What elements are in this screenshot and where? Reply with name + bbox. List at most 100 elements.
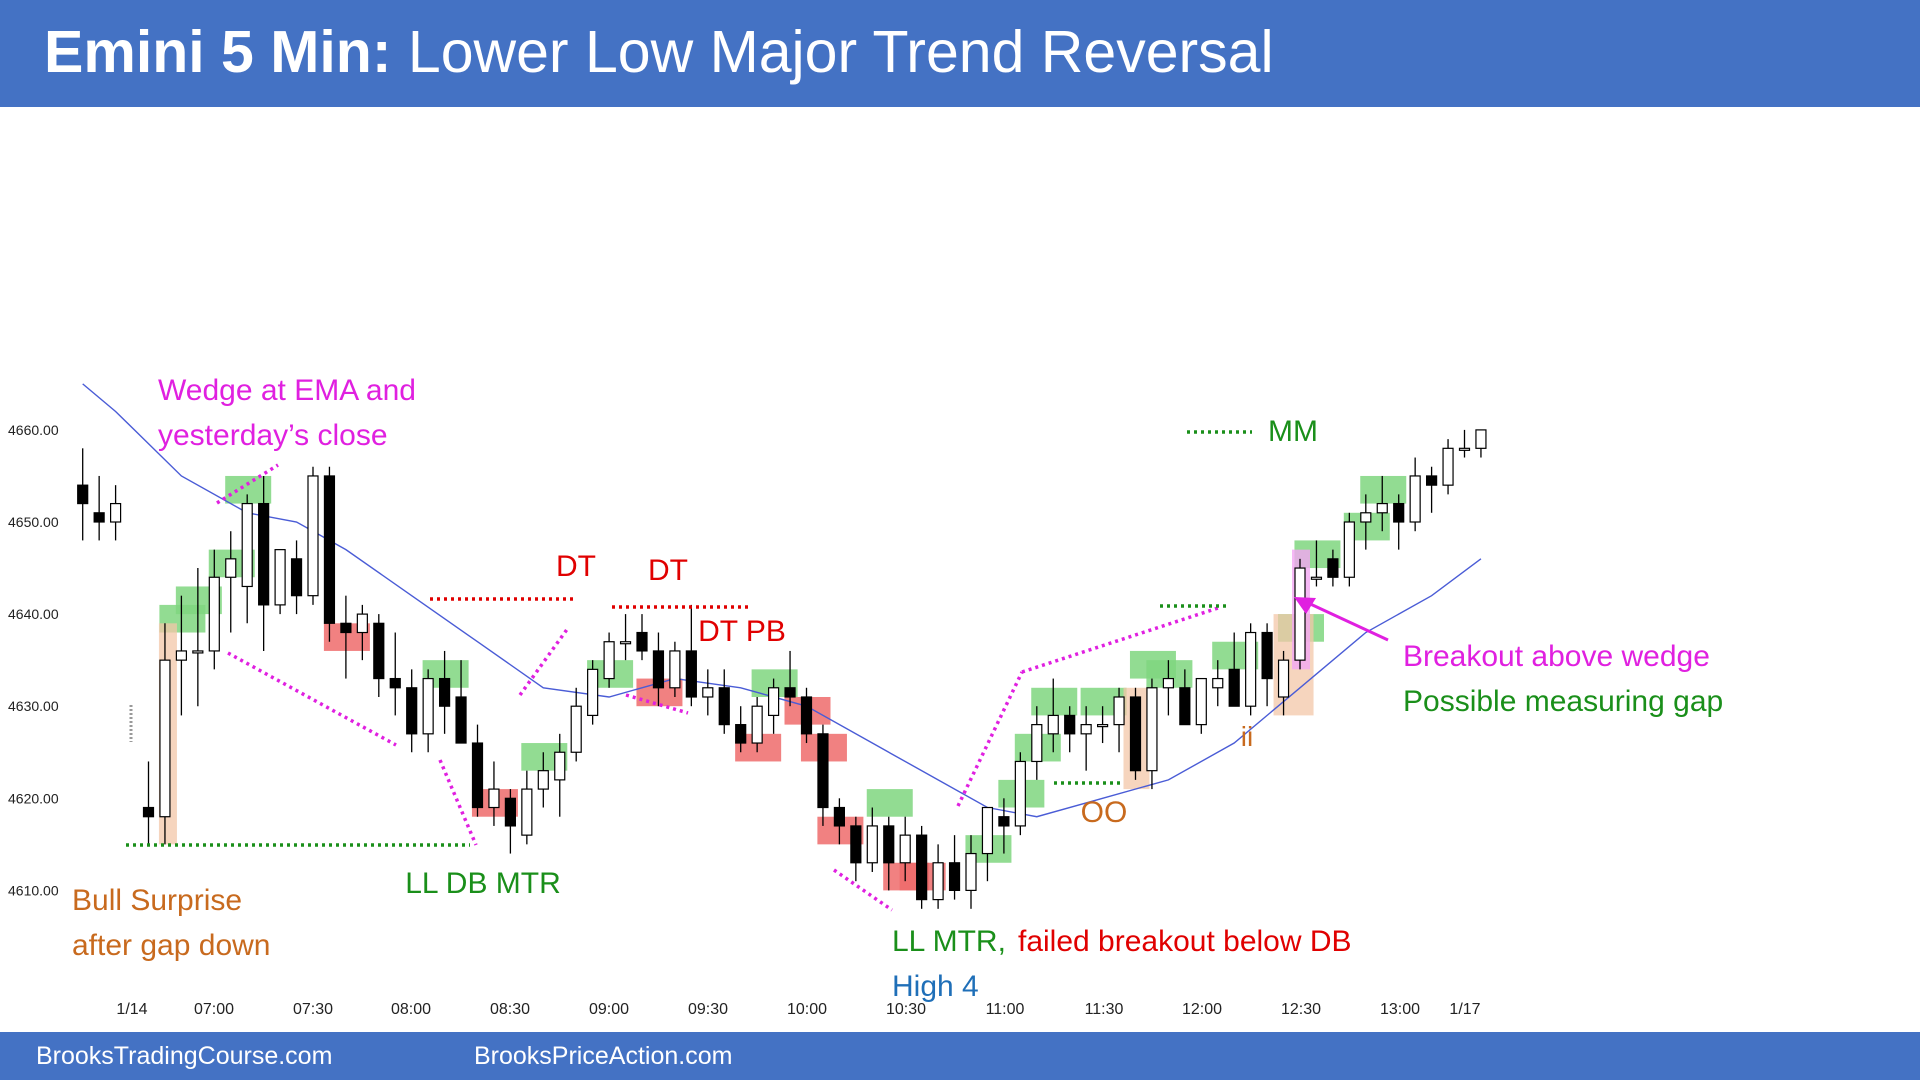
x-tick-label: 13:00 xyxy=(1380,1001,1420,1018)
highlight-box xyxy=(225,475,272,504)
annotation-label: MM xyxy=(1268,415,1318,448)
y-tick-label: 4630.00 xyxy=(8,698,59,714)
candle-body xyxy=(817,733,829,809)
candle-body xyxy=(767,687,780,717)
candle-body xyxy=(1162,677,1175,689)
candle-body xyxy=(307,475,319,597)
candle-body xyxy=(735,724,747,744)
candle-body xyxy=(652,650,665,689)
annotation-label: after gap down xyxy=(72,929,270,962)
candle-body xyxy=(1277,659,1290,698)
breakout-arrow-head xyxy=(1294,597,1316,614)
annotation-label: LL DB MTR xyxy=(405,867,561,900)
candle-body xyxy=(1458,447,1471,451)
candle-body xyxy=(406,687,418,735)
candle-body xyxy=(669,650,681,689)
footer-left-site[interactable]: BrooksTradingCourse.com xyxy=(36,1042,333,1070)
footer-right-site[interactable]: BrooksPriceAction.com xyxy=(474,1042,733,1070)
x-tick-label: 12:00 xyxy=(1182,1001,1222,1018)
candle-body xyxy=(1096,724,1109,728)
candle-body xyxy=(1343,521,1355,578)
annotation-label: Wedge at EMA and xyxy=(158,374,416,407)
candle-body xyxy=(422,677,434,735)
y-tick-label: 4620.00 xyxy=(8,790,59,806)
candle-body xyxy=(340,622,352,634)
candle-body xyxy=(981,806,994,855)
candle-body xyxy=(1129,696,1142,772)
wedge-line-lower xyxy=(227,651,397,747)
candle-body xyxy=(1014,760,1026,827)
x-tick-label: 07:00 xyxy=(194,1001,234,1018)
x-tick-label: 11:30 xyxy=(1085,1001,1124,1018)
candle-body xyxy=(175,650,187,661)
candle-body xyxy=(1080,724,1092,735)
candle-body xyxy=(1146,687,1158,772)
annotation-label: failed breakout below DB xyxy=(1018,925,1352,958)
annotation-label: LL MTR, xyxy=(892,925,1006,958)
candle-body xyxy=(1064,714,1076,735)
candle-body xyxy=(373,622,385,680)
candle-body xyxy=(77,484,89,505)
title-bold: Emini 5 Min: xyxy=(44,19,392,85)
annotation-label: yesterday’s close xyxy=(158,419,388,452)
candle-body xyxy=(800,696,813,735)
candle-body xyxy=(833,806,846,827)
candle-body xyxy=(1261,631,1273,680)
y-tick-label: 4610.00 xyxy=(8,882,59,898)
page-title: Emini 5 Min: Lower Low Major Trend Rever… xyxy=(44,18,1274,86)
wedge-line-upper xyxy=(216,463,279,505)
rally-line xyxy=(518,626,570,697)
x-tick-label: 10:00 xyxy=(787,1001,827,1018)
candle-body xyxy=(718,687,730,726)
candle-body xyxy=(916,834,928,901)
title-rest: Lower Low Major Trend Reversal xyxy=(407,19,1274,85)
title-bar: Emini 5 Min: Lower Low Major Trend Rever… xyxy=(0,0,1920,107)
annotation-label: Bull Surprise xyxy=(72,884,242,917)
candle-body xyxy=(1047,714,1059,735)
candle-body xyxy=(1212,677,1224,689)
candle-body xyxy=(784,687,796,698)
candle-body xyxy=(998,816,1010,827)
candle-body xyxy=(1195,677,1207,726)
candle-body xyxy=(702,687,714,698)
y-tick-label: 4640.00 xyxy=(8,606,59,622)
candle-body xyxy=(603,641,615,680)
annotation-label: High 4 xyxy=(892,970,979,1003)
candle-body xyxy=(521,788,533,836)
candle-body xyxy=(1031,724,1043,763)
candle-body xyxy=(274,549,286,606)
candlestick-chart: 4610.00 4620.00 4630.00 4640.00 4650.00 4660.… xyxy=(8,374,1723,1018)
wedge-line-low xyxy=(438,759,478,846)
candle-body xyxy=(192,650,204,654)
candle-body xyxy=(932,862,944,901)
footer-bar: BrooksTradingCourse.com BrooksPriceActio… xyxy=(0,1032,1920,1080)
candle-body xyxy=(899,834,911,864)
candle-body xyxy=(1294,567,1306,661)
candle-body xyxy=(751,705,763,744)
candle-body xyxy=(948,862,961,892)
candle-body xyxy=(455,696,467,744)
x-tick-label: 1/17 xyxy=(1449,1001,1480,1018)
candle-body xyxy=(241,502,253,588)
candle-body xyxy=(159,659,171,818)
x-tick-label: 08:00 xyxy=(391,1001,431,1018)
candle-body xyxy=(1442,447,1454,486)
y-tick-label: 4660.00 xyxy=(8,422,59,438)
candle-body xyxy=(225,558,237,578)
candle-body xyxy=(504,797,516,827)
x-tick-label: 1/14 xyxy=(116,1001,147,1018)
candle-body xyxy=(1310,576,1323,580)
candle-body xyxy=(636,631,648,652)
breakout-arrow-line xyxy=(1305,600,1389,642)
x-tick-label: 08:30 xyxy=(490,1001,530,1018)
candle-body xyxy=(290,558,303,597)
candle-body xyxy=(850,825,862,864)
annotation-label: Possible measuring gap xyxy=(1403,685,1723,718)
candle-body xyxy=(1425,475,1438,486)
annotation-label: DT PB xyxy=(698,615,786,648)
candle-body xyxy=(439,677,451,707)
candle-body xyxy=(356,613,368,634)
candle-body xyxy=(587,668,599,717)
candle-body xyxy=(93,512,105,523)
x-tick-label: 11:00 xyxy=(986,1001,1025,1018)
